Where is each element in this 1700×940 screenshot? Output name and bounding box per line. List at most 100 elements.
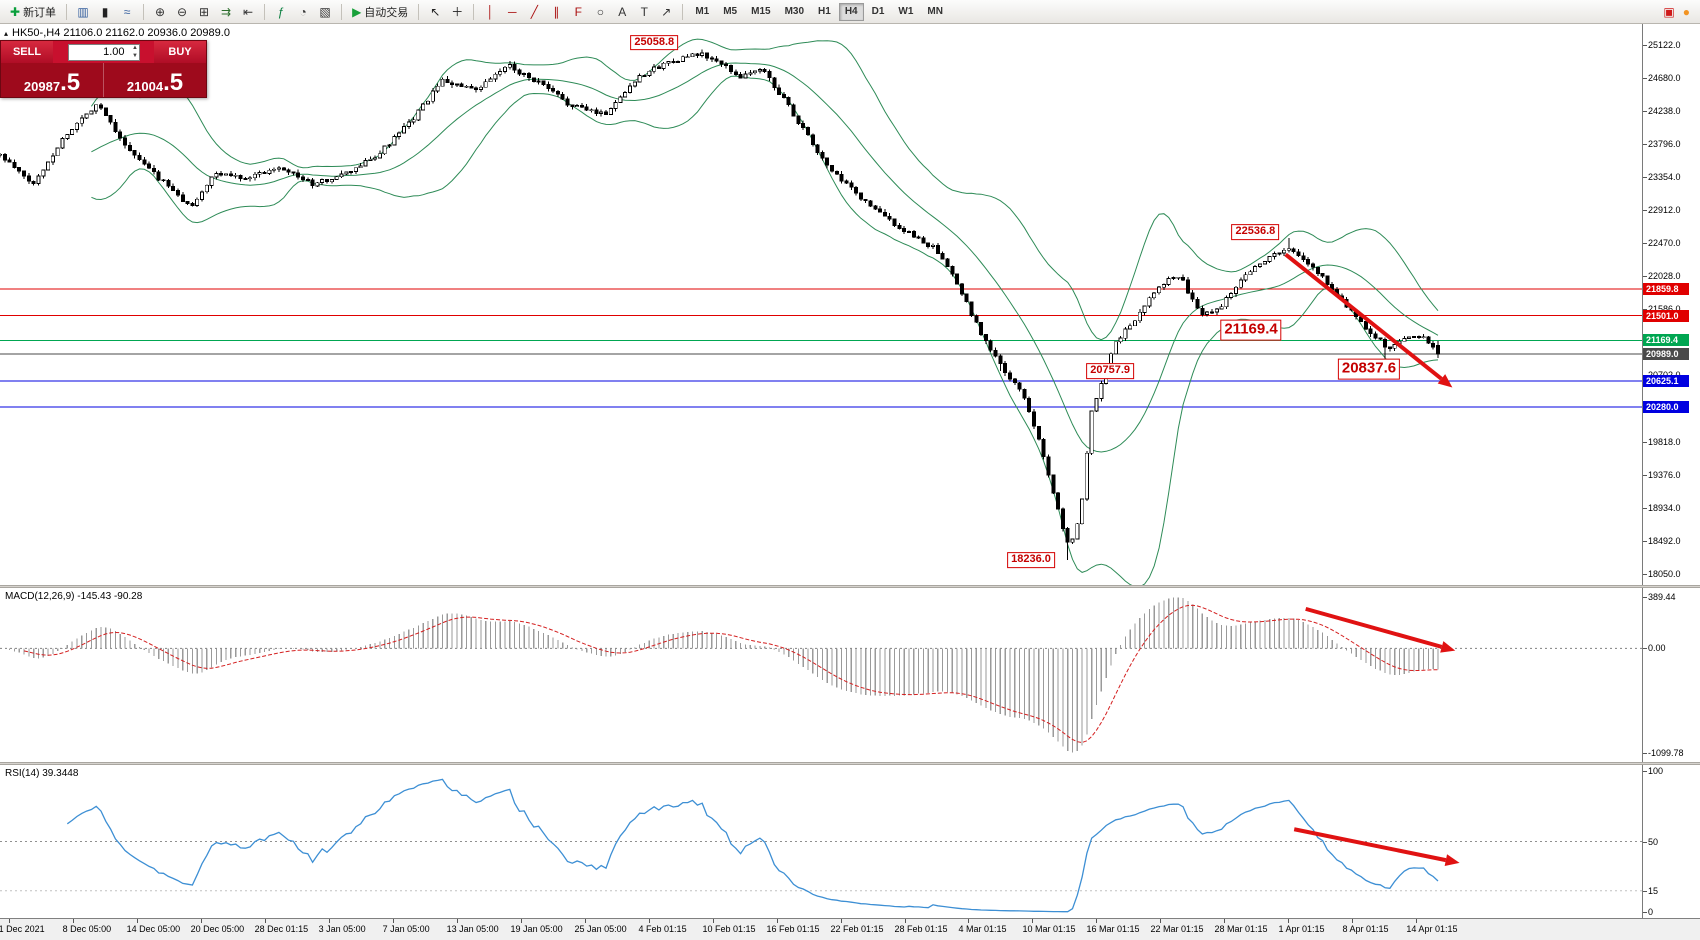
autotrading-icon: ▶ (352, 4, 362, 19)
time-axis-label: 13 Jan 05:00 (446, 924, 499, 934)
trend-arrow-macd[interactable] (1305, 606, 1456, 653)
horizontal-line-button[interactable]: ─ (502, 2, 522, 22)
sell-button[interactable]: SELL (1, 41, 53, 63)
price-badge: 21501.0 (1643, 309, 1689, 322)
panel-splitter[interactable] (0, 585, 1700, 588)
price-tick: 24680.0 (1643, 72, 1681, 83)
auto-scroll-button[interactable]: ⇉ (216, 2, 236, 22)
channel-button[interactable]: ∥ (546, 2, 566, 22)
text-button[interactable]: A (612, 2, 632, 22)
time-axis-label: 10 Feb 01:15 (702, 924, 756, 934)
news-alert-icon[interactable]: ▣ (1663, 4, 1675, 19)
time-tick (584, 919, 586, 923)
sell-price-display[interactable]: 20987.5 (23, 68, 81, 96)
trendline-icon: ╱ (530, 4, 538, 19)
arrows-icon: ↗ (661, 4, 672, 19)
main-chart-surface[interactable] (0, 24, 1642, 585)
toolbar-separator (418, 3, 420, 20)
candlestick-chart-button[interactable]: ▮ (95, 2, 115, 22)
bar-chart-button[interactable]: ▥ (73, 2, 93, 22)
timeframe-button-h4[interactable]: H4 (838, 2, 864, 21)
cursor-button[interactable]: ↖ (425, 2, 445, 22)
timeframe-button-m5[interactable]: M5 (723, 6, 738, 17)
timeframe-button-mn[interactable]: MN (927, 6, 943, 17)
chart-shift-button[interactable]: ⇤ (238, 2, 258, 22)
new-order-button-label: 新订单 (23, 6, 57, 19)
time-axis-label: 28 Feb 01:15 (894, 924, 948, 934)
price-divider (103, 63, 104, 97)
vertical-line-icon: │ (486, 4, 495, 19)
price-tick: 19376.0 (1643, 469, 1681, 480)
fibonacci-button[interactable]: F (568, 2, 588, 22)
toolbar-separator (143, 3, 145, 20)
shapes-button[interactable]: ○ (590, 2, 610, 22)
horizontal-level-lines[interactable] (0, 288, 1642, 408)
tile-windows-button[interactable]: ⊞ (194, 2, 214, 22)
timeframe-button-d1[interactable]: D1 (871, 6, 885, 17)
time-axis-label: 22 Feb 01:15 (830, 924, 884, 934)
price-tick: 22470.0 (1643, 238, 1681, 249)
time-axis-label: 1 Apr 01:15 (1278, 924, 1325, 934)
time-tick (904, 919, 906, 923)
buy-price-display[interactable]: 21004.5 (126, 68, 184, 96)
timeframe-button-m15[interactable]: M15 (751, 6, 771, 17)
vertical-line-button[interactable]: │ (480, 2, 500, 22)
macd-scale[interactable]: 389.44 0.00 -1099.78 (1642, 588, 1700, 762)
price-annotation[interactable]: 22536.8 (1231, 224, 1280, 240)
timeframe-button-m30[interactable]: M30 (784, 6, 805, 17)
line-chart-button[interactable]: ≈ (117, 2, 137, 22)
volume-down-icon[interactable]: ▼ (132, 53, 138, 59)
one-click-collapse-icon[interactable]: ▴ (4, 28, 9, 38)
price-annotation[interactable]: 20757.9 (1086, 363, 1135, 380)
fibonacci-icon: F (574, 4, 582, 19)
line-chart-icon: ≈ (123, 4, 131, 19)
crosshair-button[interactable]: ＋ (447, 2, 467, 22)
panel-splitter[interactable] (0, 762, 1700, 765)
time-axis-label: 28 Mar 01:15 (1214, 924, 1268, 934)
price-annotation[interactable]: 18236.0 (1007, 552, 1055, 569)
timeframe-button-h1[interactable]: H1 (818, 6, 831, 17)
arrows-button[interactable]: ↗ (656, 2, 676, 22)
price-tick: 23354.0 (1643, 172, 1681, 183)
indicators-button[interactable]: ƒ (271, 2, 291, 22)
symbol-ohlc-text: HK50-,H4 21106.0 21162.0 20936.0 20989.0 (12, 27, 230, 39)
new-order-button[interactable]: ✚ 新订单 (6, 2, 60, 22)
macd-scale-label: 0.00 (1643, 643, 1666, 654)
rsi-chart-surface[interactable] (0, 765, 1642, 918)
time-axis[interactable]: 1 Dec 2021 8 Dec 05:00 14 Dec 05:00 20 Dec … (0, 918, 1700, 940)
price-scale[interactable]: 25122.0 24680.0 24238.0 23796.0 23354.0 22912… (1642, 24, 1700, 585)
trendline-button[interactable]: ╱ (524, 2, 544, 22)
price-tick: 18492.0 (1643, 535, 1681, 546)
timeframe-button-w1[interactable]: W1 (898, 6, 914, 17)
price-annotation[interactable]: 21169.4 (1220, 319, 1282, 341)
autotrading-button[interactable]: ▶ 自动交易 (348, 2, 412, 22)
price-annotation[interactable]: 20837.6 (1337, 358, 1401, 380)
toolbar-separator (264, 3, 266, 20)
trend-arrow-main[interactable] (1284, 252, 1453, 388)
volume-input[interactable] (67, 43, 140, 61)
text-label-icon: T (640, 4, 648, 19)
text-label-button[interactable]: T (634, 2, 654, 22)
rsi-scale[interactable]: 100 50 15 0 (1642, 765, 1700, 918)
app-badge-icon[interactable]: ● (1682, 4, 1690, 19)
zoom-out-button[interactable]: ⊖ (172, 2, 192, 22)
time-tick (392, 919, 394, 923)
time-tick (712, 919, 714, 923)
volume-up-icon[interactable]: ▲ (132, 45, 138, 51)
time-tick (520, 919, 522, 923)
bar-chart-icon: ▥ (77, 4, 89, 19)
time-axis-label: 19 Jan 05:00 (510, 924, 563, 934)
macd-chart-surface[interactable] (0, 588, 1642, 762)
rsi-scale-label: 0 (1642, 907, 1654, 917)
trend-arrow-rsi[interactable] (1293, 827, 1460, 867)
zoom-in-button[interactable]: ⊕ (150, 2, 170, 22)
time-axis-label: 8 Apr 01:15 (1342, 924, 1389, 934)
buy-button[interactable]: BUY (154, 41, 206, 63)
periods-button[interactable]: ◔ (293, 2, 313, 22)
time-axis-label: 14 Dec 05:00 (126, 924, 181, 934)
time-tick (1032, 919, 1034, 923)
price-annotation[interactable]: 25058.8 (630, 34, 679, 51)
timeframe-button-m1[interactable]: M1 (695, 6, 710, 17)
templates-button[interactable]: ▧ (315, 2, 335, 22)
time-tick (968, 919, 970, 923)
